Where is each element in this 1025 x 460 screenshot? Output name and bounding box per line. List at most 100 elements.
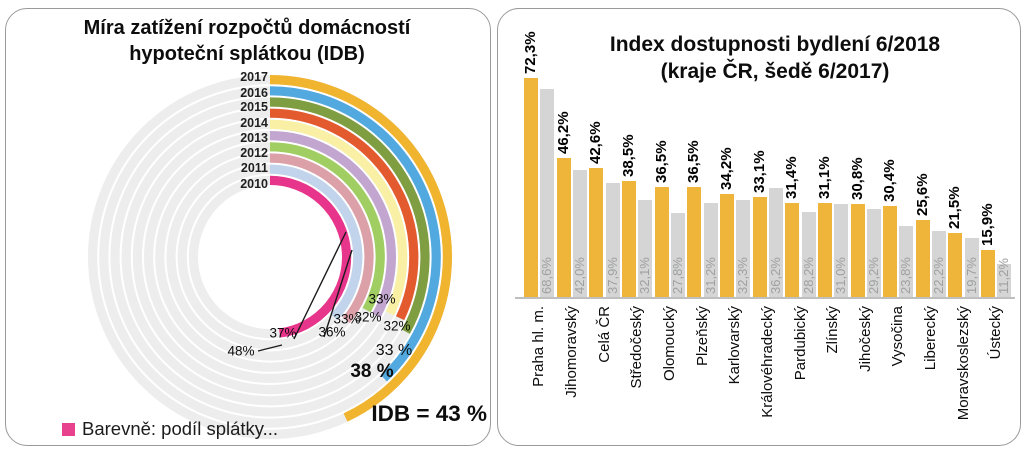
bar-value-2017: 19,7% [963, 257, 979, 294]
bar-value-2017: 37,9% [604, 257, 620, 294]
bar-value-2018: 30,4% [881, 159, 899, 202]
ring-year-label-2010: 2010 [240, 177, 268, 191]
right-chart-panel: Index dostupnosti bydlení 6/2018 (kraje … [497, 8, 1021, 446]
bar-value-2018: 15,9% [979, 203, 997, 246]
bar-value-2018: 46,2% [554, 111, 572, 154]
bar-2017-Moravskoslezský [964, 238, 979, 298]
legend-label: Barevně: podíl splátky... [82, 418, 279, 439]
ring-arc-2013 [269, 119, 408, 316]
bar-chart-plot: 72,3% 68,6% Praha hl. m. 46,2% 42,0% Jihomora… [498, 9, 1020, 445]
right-chart-title-line2: (kraje ČR, šedě 6/2017) [660, 60, 890, 83]
ring-value-label: 37% [269, 325, 297, 341]
bar-2017-Liberecký [932, 230, 947, 298]
bar-2018-Královéhradecký [752, 197, 767, 298]
bar-value-2017: 32,1% [637, 257, 653, 294]
bar-2017-Olomoucký [670, 213, 685, 298]
bar-2018-Celá ČR [589, 168, 604, 298]
bar-2018-Středočeský [621, 180, 636, 298]
left-chart-title: Míra zatížení rozpočtů domácností hypote… [6, 15, 488, 67]
bar-value-2017: 11,2% [996, 258, 1012, 294]
bar-value-2017: 23,8% [898, 257, 914, 294]
bar-value-2018: 30,8% [848, 157, 866, 201]
category-label-Praha hl. m.: Praha hl. m. [530, 306, 548, 387]
bar-value-2018: 21,5% [946, 186, 964, 229]
category-label-Jihočeský: Jihočeský [856, 306, 874, 372]
bar-value-2017: 27,8% [669, 257, 685, 294]
ring-arc-2010 [269, 153, 374, 324]
ring-value-label: 33% [333, 311, 361, 327]
radial-chart-labels: 2017 2016 2015 2014 2013 2012 2011 2010 38 % 33 %… [6, 9, 488, 443]
bar-2018-Moravskoslezský [948, 232, 963, 298]
category-label-Středočeský: Středočeský [628, 306, 646, 389]
bar-2017-Plzeňský [703, 203, 718, 298]
x-axis-line [515, 297, 1015, 299]
bar-2018-Zlínský [817, 203, 832, 298]
bar-2017-Vysočina [899, 225, 914, 298]
ring-year-label-2016: 2016 [240, 86, 268, 100]
ring-year-label-2012: 2012 [240, 146, 268, 160]
bar-value-2018: 42,6% [587, 121, 605, 165]
bar-2017-Pardubický [801, 212, 816, 298]
ring-value-label: 32% [383, 318, 411, 334]
bar-2017-Ústecký [997, 263, 1012, 298]
ring-arc-series9 [269, 175, 352, 338]
category-label-Karlovarský: Karlovarský [726, 306, 744, 385]
bar-2017-Karlovarský [736, 199, 751, 298]
bar-value-2017: 32,3% [735, 257, 751, 294]
ring-value-label: 33% [368, 291, 396, 307]
bar-value-2018: 25,6% [913, 173, 931, 217]
category-label-Plzeňský: Plzeňský [693, 306, 711, 367]
ring-value-label: 38 % [350, 361, 394, 382]
ring-value-label: 48% [227, 343, 255, 359]
category-label-Pardubický: Pardubický [791, 306, 809, 381]
ring-arc-2015 [269, 97, 430, 334]
bar-value-2018: 31,1% [815, 156, 833, 200]
bar-2018-Ústecký [981, 249, 996, 298]
bar-value-2017: 31,2% [702, 257, 718, 294]
category-label-Liberecký: Liberecký [922, 306, 940, 371]
bar-2018-Plzeňský [687, 187, 702, 298]
label-leader-line [293, 231, 347, 340]
ring-year-label-2013: 2013 [240, 131, 268, 145]
bar-2018-Liberecký [915, 220, 930, 298]
category-label-Ústecký: Ústecký [987, 306, 1005, 360]
bar-2017-Středočeský [638, 200, 653, 298]
ring-year-label-2015: 2015 [240, 100, 268, 114]
ring-arc-2016 [269, 86, 441, 382]
bar-2017-Jihočeský [866, 209, 881, 298]
bar-2017-Královéhradecký [768, 187, 783, 298]
bar-2018-Jihočeský [850, 204, 865, 298]
left-chart-panel: Míra zatížení rozpočtů domácností hypote… [5, 8, 491, 446]
bar-value-2018: 36,5% [685, 140, 703, 184]
bar-value-2017: 28,2% [800, 257, 816, 294]
category-label-Moravskoslezský: Moravskoslezský [954, 306, 972, 421]
bar-value-2017: 29,2% [865, 257, 881, 294]
bar-2017-Praha hl. m. [540, 89, 555, 298]
left-chart-title-line1: Míra zatížení rozpočtů domácností [83, 17, 411, 39]
category-label-Celá ČR: Celá ČR [595, 306, 613, 363]
bar-value-2018: 34,2% [717, 147, 735, 191]
ring-year-label-2014: 2014 [240, 116, 268, 130]
category-label-Jihomoravský: Jihomoravský [562, 306, 580, 398]
ring-year-label-2017: 2017 [240, 70, 268, 84]
bar-2018-Karlovarský [719, 194, 734, 298]
category-label-Královéhradecký: Královéhradecký [758, 306, 776, 418]
bar-value-2017: 36,2% [767, 257, 783, 294]
ring-arc-series8 [269, 164, 363, 321]
ring-arc-2014 [269, 108, 419, 321]
radial-ring-chart [88, 75, 452, 439]
bar-2018-Vysočina [883, 205, 898, 298]
ring-arc-2011 [269, 142, 385, 313]
ring-value-label: 33 % [375, 342, 413, 359]
left-chart-title-line2: hypoteční splátkou (IDB) [129, 43, 365, 65]
bar-2018-Praha hl. m. [524, 78, 538, 298]
label-leader-line [257, 344, 283, 352]
category-label-Vysočina: Vysočina [889, 306, 907, 367]
bar-2018-Olomoucký [654, 187, 669, 298]
right-chart-title-line1: Index dostupnosti bydlení 6/2018 [609, 33, 941, 56]
bar-value-2018: 72,3% [522, 31, 539, 75]
bar-2017-Zlínský [834, 203, 849, 298]
ring-arc-2012 [269, 131, 396, 318]
legend: Barevně: podíl splátky... [62, 418, 278, 440]
